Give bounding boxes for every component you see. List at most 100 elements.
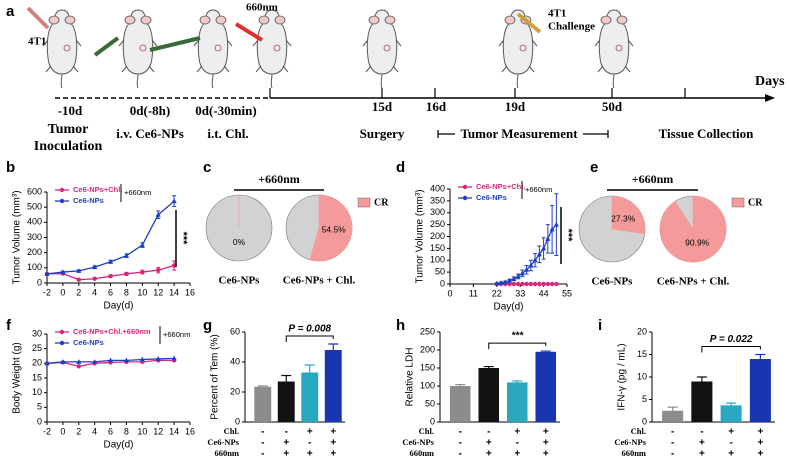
condition-sign: +	[486, 438, 492, 449]
tick-label: 19d	[505, 99, 526, 114]
marker	[511, 281, 517, 287]
marker	[60, 359, 66, 364]
marker	[44, 360, 50, 366]
marker	[76, 359, 82, 364]
marker	[140, 269, 145, 275]
bar	[691, 381, 713, 422]
marker	[92, 276, 97, 281]
y-tick-label: 400	[430, 183, 445, 193]
x-tick-label: 6	[108, 287, 113, 297]
marker	[76, 277, 81, 282]
panel-letter: g	[203, 317, 212, 334]
error-bar	[455, 383, 466, 386]
note: +660nm	[124, 188, 151, 197]
y-tick-label: 350	[430, 195, 445, 205]
syringe	[26, 6, 50, 30]
mouse-icon	[42, 9, 82, 88]
value-label: 27.3%	[611, 214, 636, 224]
marker	[171, 263, 177, 268]
x-tick-label: 6	[108, 426, 113, 436]
pie-label: Ce6-NPs	[592, 276, 634, 288]
x-tick-label: 16	[185, 287, 195, 297]
x-tick-label: 8	[124, 426, 129, 436]
y-tick-label: 0	[37, 277, 42, 287]
marker	[107, 258, 114, 264]
legend-label: Ce6-NPs	[73, 338, 104, 347]
y-tick-label: 0	[430, 416, 435, 426]
condition-sign: +	[728, 427, 734, 438]
error-bar	[281, 374, 292, 382]
marker	[155, 211, 161, 217]
condition-name: 660nm	[214, 448, 239, 458]
error-bar	[540, 350, 551, 352]
x-tick-label: 14	[169, 287, 179, 297]
error-bar	[257, 385, 268, 387]
mouse-icon	[362, 9, 402, 88]
legend-label: Ce6-NPs	[476, 193, 507, 202]
marker	[139, 242, 145, 248]
condition-name: 660nm	[621, 448, 646, 458]
x-tick-label: 55	[562, 288, 572, 298]
mouse-icon	[594, 9, 634, 88]
error-bar	[483, 365, 494, 368]
step-label: Tissue Collection	[659, 126, 755, 141]
marker	[541, 281, 546, 287]
condition-sign: -	[261, 449, 264, 460]
step-label: i.v. Ce6-NPs	[116, 126, 184, 141]
marker	[528, 262, 534, 268]
bar	[254, 386, 272, 422]
condition-sign: -	[487, 427, 490, 438]
marker	[502, 279, 508, 285]
marker	[123, 357, 130, 363]
y-tick-label: 20	[637, 326, 647, 336]
marker	[498, 280, 504, 285]
tick-label: -10d	[58, 103, 83, 118]
condition-sign: +	[330, 449, 336, 460]
condition-name: Chl.	[224, 426, 239, 436]
pie-slice	[659, 195, 727, 263]
legend-marker	[462, 184, 468, 190]
error-bar	[512, 380, 523, 383]
pie-label: Ce6-NPs + Chl.	[657, 276, 730, 288]
tick-label: 15d	[372, 99, 393, 114]
x-tick-label: 16	[185, 426, 195, 436]
marker	[108, 273, 113, 279]
tick-label: 16d	[426, 99, 447, 114]
x-tick-label: 0	[60, 287, 65, 297]
legend-label: CR	[748, 197, 763, 208]
condition-sign: +	[283, 449, 289, 460]
pie-label: Ce6-NPs	[219, 275, 261, 287]
condition-sign: +	[728, 449, 734, 460]
y-tick-label: 20	[230, 386, 240, 396]
condition-name: Chl.	[419, 426, 434, 436]
marker	[123, 252, 130, 258]
syringe	[149, 36, 201, 52]
panel-letter: i	[598, 317, 602, 334]
y-tick-label: 0	[642, 416, 647, 426]
marker	[494, 280, 500, 286]
y-tick-label: 40	[230, 356, 240, 366]
condition-sign: -	[261, 438, 264, 449]
x-tick-label: 4	[92, 287, 97, 297]
y-tick-label: 30	[32, 328, 42, 338]
condition-sign: +	[699, 438, 705, 449]
note: +660nm	[525, 185, 552, 194]
mouse-icon	[252, 9, 292, 88]
y-tick-label: 10	[32, 387, 42, 397]
panel-letter: h	[396, 317, 405, 334]
comparison-bracket	[701, 346, 761, 353]
panel-letter: a	[6, 3, 15, 20]
x-tick-label: -2	[43, 426, 51, 436]
condition-sign: -	[516, 438, 519, 449]
y-tick-label: 100	[420, 380, 435, 390]
condition-sign: -	[285, 427, 288, 438]
bar	[662, 410, 684, 422]
x-tick-label: 44	[539, 288, 549, 298]
y-tick-label: 25	[32, 343, 42, 353]
bar	[535, 351, 557, 422]
marker	[171, 355, 177, 361]
value-label: 54.5%	[322, 224, 347, 234]
value-label: 90.9%	[685, 237, 710, 247]
condition-sign: +	[283, 438, 289, 449]
